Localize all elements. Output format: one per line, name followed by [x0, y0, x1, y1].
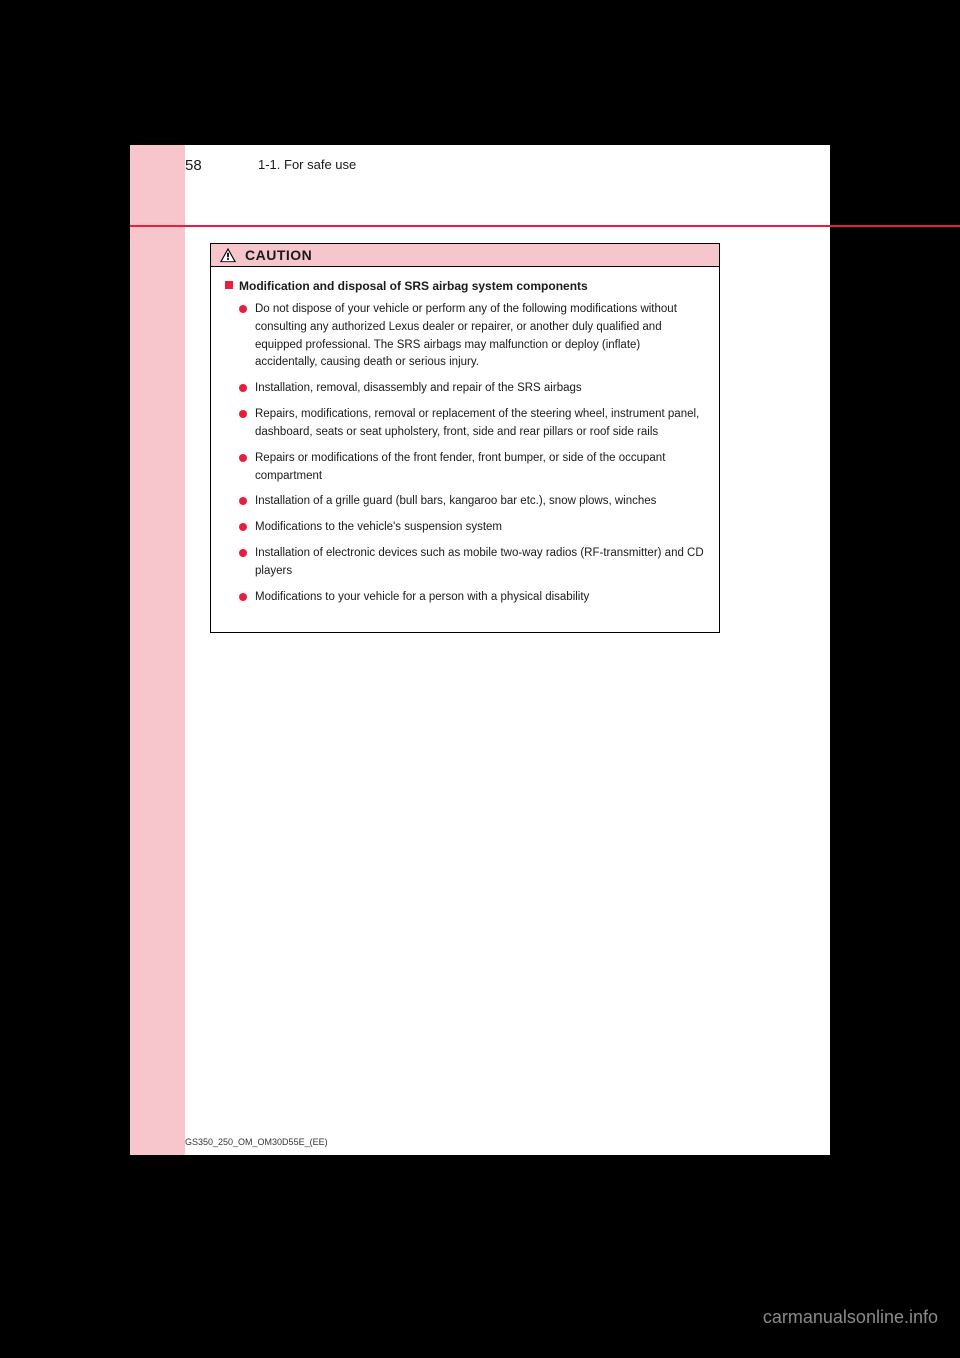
- bullet-text: Modifications to your vehicle for a pers…: [255, 589, 705, 607]
- bullet-text: Repairs or modifications of the front fe…: [255, 450, 705, 486]
- red-dot-bullet: [239, 593, 247, 601]
- red-dot-bullet: [239, 384, 247, 392]
- red-dot-bullet: [239, 454, 247, 462]
- bullet-item: Repairs or modifications of the front fe…: [225, 450, 705, 486]
- watermark: carmanualsonline.info: [763, 1307, 938, 1328]
- caution-box: CAUTION Modification and disposal of SRS…: [210, 243, 720, 633]
- red-dot-bullet: [239, 305, 247, 313]
- bullet-text: Do not dispose of your vehicle or perfor…: [255, 301, 705, 372]
- bullet-item: Installation, removal, disassembly and r…: [225, 380, 705, 398]
- bullet-text: Repairs, modifications, removal or repla…: [255, 406, 705, 442]
- red-dot-bullet: [239, 497, 247, 505]
- bullet-text: Installation of a grille guard (bull bar…: [255, 493, 705, 511]
- warning-icon: [219, 247, 237, 263]
- bullet-item: Modifications to your vehicle for a pers…: [225, 589, 705, 607]
- caution-title: CAUTION: [245, 247, 312, 263]
- section-title-text: Modification and disposal of SRS airbag …: [239, 277, 588, 295]
- bullet-text: Installation, removal, disassembly and r…: [255, 380, 705, 398]
- page-header: 1-1. For safe use: [258, 157, 356, 172]
- red-dot-bullet: [239, 410, 247, 418]
- page-number: 58: [185, 157, 202, 174]
- section-title: Modification and disposal of SRS airbag …: [225, 277, 705, 295]
- bullet-item: Repairs, modifications, removal or repla…: [225, 406, 705, 442]
- red-dot-bullet: [239, 523, 247, 531]
- divider-line: [130, 225, 960, 227]
- page-container: 58 1-1. For safe use CAUTION Modificatio…: [130, 145, 830, 1155]
- bullet-item: Installation of a grille guard (bull bar…: [225, 493, 705, 511]
- bullet-text: Modifications to the vehicle's suspensio…: [255, 519, 705, 537]
- red-dot-bullet: [239, 549, 247, 557]
- sidebar-tab: [130, 145, 185, 1155]
- caution-body: Modification and disposal of SRS airbag …: [211, 267, 719, 632]
- bullet-item: Installation of electronic devices such …: [225, 545, 705, 581]
- bullet-text: Installation of electronic devices such …: [255, 545, 705, 581]
- document-id: GS350_250_OM_OM30D55E_(EE): [185, 1137, 328, 1147]
- bullet-item: Do not dispose of your vehicle or perfor…: [225, 301, 705, 372]
- red-square-bullet: [225, 281, 233, 289]
- caution-header: CAUTION: [211, 244, 719, 267]
- bullet-item: Modifications to the vehicle's suspensio…: [225, 519, 705, 537]
